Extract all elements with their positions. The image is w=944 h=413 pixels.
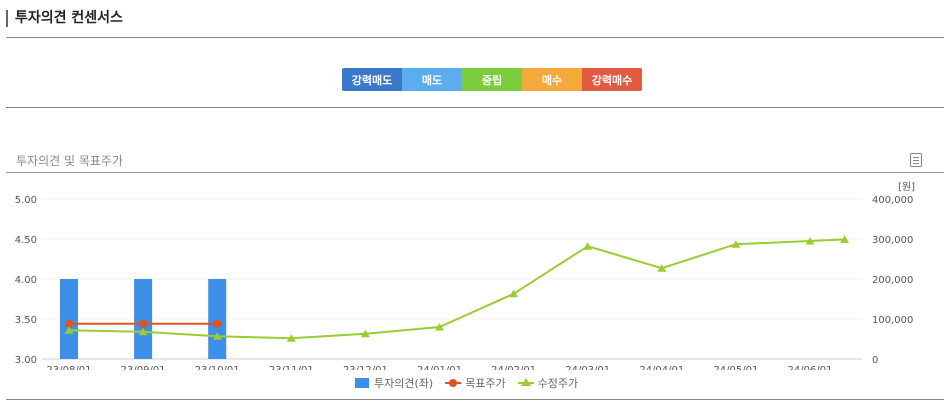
consensus-item: 매도 [402, 68, 462, 91]
page-title: 투자의견 컨센서스 [15, 10, 123, 26]
x-tick-label: 24/02/01 [491, 365, 536, 370]
legend-item: 투자의견(좌) [355, 375, 433, 391]
y-right-tick-label: 200,000 [872, 275, 913, 286]
adjusted-price-point [731, 240, 741, 248]
opinion-bar [134, 279, 153, 359]
series-line [68, 238, 845, 340]
target-price-point [65, 319, 73, 328]
adjusted-price-point [435, 323, 444, 331]
adjusted-price-point [212, 332, 222, 340]
consensus-item: 매수 [522, 68, 582, 91]
y-right-tick-label: 100,000 [872, 315, 913, 326]
x-tick-label: 24/05/01 [713, 365, 758, 370]
legend-label: 수정주가 [537, 377, 579, 390]
consensus-scale: 강력매도 매도 중립 매수 강력매수 [342, 68, 642, 91]
legend-swatch [445, 378, 462, 388]
legend-label: 목표주가 [465, 377, 506, 390]
adjusted-price-point [509, 289, 519, 298]
target-price-point [139, 319, 148, 328]
x-tick-label: 23/10/01 [195, 365, 240, 370]
x-tick-label: 23/08/01 [47, 365, 92, 370]
consensus-item: 강력매도 [342, 68, 402, 91]
adjusted-price-point [138, 327, 148, 336]
x-tick-label: 23/09/01 [121, 365, 166, 370]
list-icon[interactable] [910, 153, 922, 167]
opinion-target-price-chart: 5.00 4.50 4.00 3.50 3.00 400,000 300,000 200,00… [15, 181, 915, 370]
divider [6, 399, 944, 400]
legend-label: 투자의견(좌) [374, 377, 434, 390]
y-right-tick-label: 0 [872, 355, 878, 366]
x-tick-label: 24/01/01 [417, 365, 462, 370]
chart-section-title: 투자의견 및 목표주가 [16, 154, 123, 168]
y-left-tick-label: 4.00 [15, 275, 37, 286]
legend-swatch [517, 378, 534, 388]
adjusted-price-point [64, 326, 74, 334]
y-right-tick-label: 400,000 [872, 195, 913, 206]
header: 투자의견 컨센서스 [6, 8, 944, 36]
target-price-point [213, 319, 222, 328]
divider [6, 37, 944, 38]
x-tick-label: 24/06/01 [788, 365, 833, 370]
adjusted-price-point [286, 334, 296, 342]
chart-legend: 투자의견(좌) 목표주가 수정주가 [355, 375, 590, 391]
y-left-tick-label: 4.50 [15, 235, 37, 246]
opinion-bar [60, 279, 78, 359]
x-tick-label: 24/03/01 [565, 365, 610, 370]
y-left-tick-label: 5.00 [15, 195, 37, 206]
y-left-tick-label: 3.50 [15, 315, 37, 326]
header-accent [6, 10, 8, 27]
x-tick-label: 24/04/01 [639, 365, 684, 370]
y-right-unit-label: [원] [898, 181, 915, 193]
adjusted-price-point [840, 235, 850, 243]
y-left-tick-label: 3.00 [15, 355, 37, 366]
legend-swatch [355, 378, 369, 388]
x-tick-label: 23/11/01 [269, 365, 314, 370]
adjusted-price-point [805, 237, 815, 245]
x-tick-label: 23/12/01 [343, 365, 388, 370]
y-right-tick-label: 300,000 [872, 235, 913, 246]
consensus-item: 강력매수 [582, 68, 642, 91]
legend-item: 목표주가 [445, 375, 506, 391]
divider [6, 172, 944, 173]
adjusted-price-point [657, 264, 667, 272]
consensus-item: 중립 [462, 68, 522, 91]
divider [6, 107, 944, 108]
legend-item: 수정주가 [517, 375, 579, 391]
opinion-bar [208, 279, 227, 359]
adjusted-price-point [360, 329, 370, 338]
adjusted-price-point [583, 242, 593, 250]
